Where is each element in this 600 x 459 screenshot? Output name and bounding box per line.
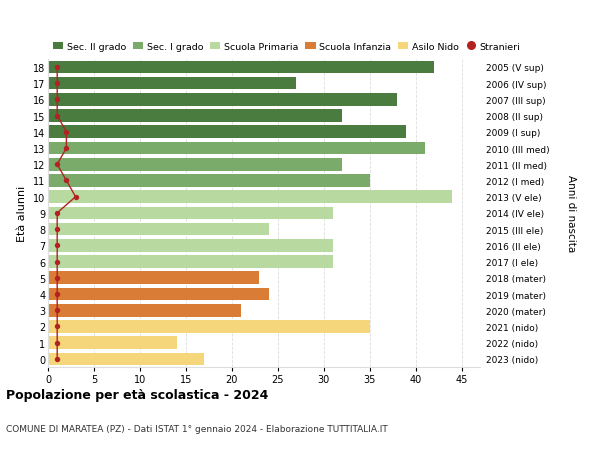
- Bar: [48, 320, 370, 333]
- Point: [52, 258, 62, 266]
- Point: [52, 64, 62, 72]
- Bar: [48, 78, 296, 90]
- Bar: [48, 272, 259, 285]
- Point: [52, 307, 62, 314]
- Point: [52, 323, 62, 330]
- Bar: [48, 191, 452, 203]
- Point: [52, 80, 62, 88]
- Bar: [48, 207, 333, 220]
- Bar: [48, 256, 333, 269]
- Bar: [48, 336, 176, 349]
- Bar: [48, 110, 342, 123]
- Y-axis label: Età alunni: Età alunni: [17, 185, 27, 241]
- Bar: [48, 240, 333, 252]
- Bar: [48, 304, 241, 317]
- Point: [52, 242, 62, 250]
- Point: [62, 145, 71, 152]
- Point: [52, 226, 62, 233]
- Point: [52, 112, 62, 120]
- Point: [52, 339, 62, 347]
- Point: [52, 355, 62, 363]
- Bar: [48, 353, 204, 365]
- Bar: [48, 175, 370, 187]
- Bar: [48, 126, 406, 139]
- Bar: [48, 62, 434, 74]
- Text: COMUNE DI MARATEA (PZ) - Dati ISTAT 1° gennaio 2024 - Elaborazione TUTTITALIA.IT: COMUNE DI MARATEA (PZ) - Dati ISTAT 1° g…: [6, 425, 388, 434]
- Bar: [48, 288, 269, 301]
- Bar: [48, 94, 397, 106]
- Point: [52, 210, 62, 217]
- Bar: [48, 142, 425, 155]
- Point: [52, 161, 62, 168]
- Point: [52, 274, 62, 282]
- Point: [52, 291, 62, 298]
- Legend: Sec. II grado, Sec. I grado, Scuola Primaria, Scuola Infanzia, Asilo Nido, Stran: Sec. II grado, Sec. I grado, Scuola Prim…: [53, 43, 521, 52]
- Point: [62, 177, 71, 185]
- Y-axis label: Anni di nascita: Anni di nascita: [566, 175, 576, 252]
- Point: [52, 96, 62, 104]
- Point: [71, 194, 80, 201]
- Bar: [48, 224, 269, 236]
- Point: [62, 129, 71, 136]
- Text: Popolazione per età scolastica - 2024: Popolazione per età scolastica - 2024: [6, 388, 268, 401]
- Bar: [48, 158, 342, 171]
